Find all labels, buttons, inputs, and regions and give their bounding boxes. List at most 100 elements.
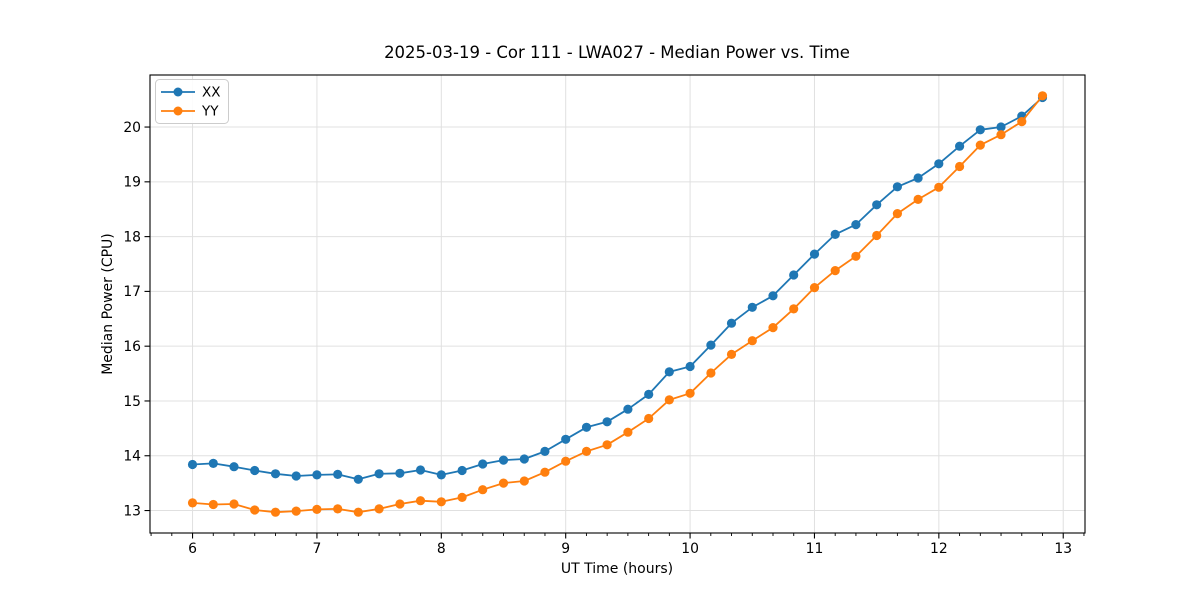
data-point-yy	[789, 304, 799, 314]
data-point-yy	[892, 209, 903, 219]
data-point-yy	[415, 496, 426, 506]
legend-label-yy: YY	[201, 104, 219, 120]
data-point-yy	[644, 413, 654, 424]
data-point-yy	[955, 161, 965, 172]
data-point-yy	[768, 323, 778, 333]
legend-marker-xx-icon	[173, 87, 183, 97]
data-point-xx	[561, 434, 571, 444]
data-point-xx	[229, 462, 239, 472]
x-axis-label: UT Time (hours)	[561, 561, 673, 577]
data-point-yy	[374, 504, 384, 514]
data-point-yy	[540, 467, 550, 477]
data-point-yy	[1017, 117, 1027, 127]
data-point-xx	[540, 446, 550, 456]
data-point-xx	[519, 454, 529, 464]
data-point-xx	[581, 422, 592, 432]
axes-ticks: 6 7 8 9 10 11 12 13 13 14 15 16 17 18 19 20	[123, 120, 1085, 557]
data-point-xx	[747, 302, 757, 312]
data-point-xx	[809, 249, 820, 259]
data-point-yy	[851, 251, 861, 261]
x-tick-label: 8	[437, 541, 446, 557]
data-point-yy	[1037, 91, 1048, 101]
series-xx	[187, 92, 1048, 484]
series-yy	[187, 91, 1048, 517]
x-tick-label: 12	[930, 541, 948, 557]
data-point-yy	[478, 485, 488, 495]
data-point-yy	[872, 230, 882, 241]
y-tick-label: 20	[123, 120, 141, 136]
data-point-yy	[519, 476, 529, 486]
data-series	[187, 91, 1048, 517]
data-point-yy	[706, 368, 716, 378]
data-point-xx	[664, 367, 674, 377]
data-point-xx	[415, 465, 426, 475]
data-point-yy	[726, 349, 737, 359]
data-point-yy	[809, 283, 820, 293]
chart-title: 2025-03-19 - Cor 111 - LWA027 - Median P…	[384, 43, 850, 62]
data-point-xx	[851, 220, 861, 230]
data-point-yy	[498, 478, 509, 488]
data-point-xx	[312, 470, 322, 480]
data-point-yy	[250, 505, 260, 515]
y-tick-label: 19	[123, 175, 141, 191]
data-point-xx	[250, 465, 260, 476]
data-point-yy	[291, 506, 301, 516]
x-tick-label: 13	[1054, 541, 1072, 557]
y-axis-label: Median Power (CPU)	[100, 233, 116, 375]
data-point-xx	[726, 318, 737, 328]
data-point-xx	[872, 200, 882, 210]
data-point-yy	[623, 427, 633, 437]
data-point-xx	[478, 459, 488, 469]
data-point-xx	[955, 141, 965, 151]
series-line-yy	[192, 95, 1044, 514]
data-point-xx	[996, 122, 1006, 132]
data-point-xx	[892, 182, 903, 192]
legend-label-xx: XX	[202, 85, 221, 101]
data-point-yy	[602, 440, 612, 450]
plot-frame	[149, 74, 1086, 534]
data-point-yy	[975, 140, 985, 150]
data-point-yy	[747, 336, 757, 346]
legend-box	[155, 79, 229, 124]
data-point-xx	[395, 468, 405, 478]
data-point-yy	[664, 395, 674, 405]
series-line-xx	[192, 96, 1044, 481]
data-point-xx	[333, 469, 343, 479]
y-tick-label: 16	[123, 339, 141, 355]
data-point-yy	[208, 499, 218, 510]
x-tick-label: 7	[313, 541, 322, 557]
data-point-xx	[913, 173, 923, 183]
data-point-xx	[498, 455, 509, 465]
data-point-yy	[685, 388, 695, 398]
data-point-yy	[333, 504, 343, 514]
data-point-xx	[187, 459, 198, 470]
y-tick-label: 15	[123, 394, 141, 410]
data-point-yy	[913, 194, 923, 204]
legend-entry-yy: YY	[161, 104, 219, 120]
data-point-yy	[187, 498, 198, 508]
data-point-yy	[270, 507, 281, 517]
y-tick-label: 17	[123, 284, 141, 300]
data-point-xx	[830, 229, 840, 239]
data-point-xx	[789, 270, 799, 280]
data-point-yy	[312, 504, 322, 514]
data-point-xx	[270, 469, 281, 479]
data-point-yy	[561, 456, 571, 466]
data-point-yy	[229, 499, 239, 509]
y-tick-label: 14	[123, 449, 141, 465]
data-point-xx	[644, 389, 654, 399]
data-point-xx	[374, 469, 384, 479]
data-point-xx	[685, 361, 695, 372]
data-point-xx	[706, 340, 716, 350]
x-tick-label: 9	[561, 541, 570, 557]
data-point-xx	[975, 125, 985, 135]
legend-marker-yy-icon	[173, 106, 183, 116]
legend: XX YY	[155, 79, 229, 124]
data-point-xx	[291, 471, 301, 481]
data-point-yy	[436, 497, 446, 507]
data-point-xx	[602, 417, 612, 427]
x-tick-label: 6	[188, 541, 197, 557]
x-tick-label: 10	[681, 541, 699, 557]
data-point-xx	[768, 291, 778, 301]
